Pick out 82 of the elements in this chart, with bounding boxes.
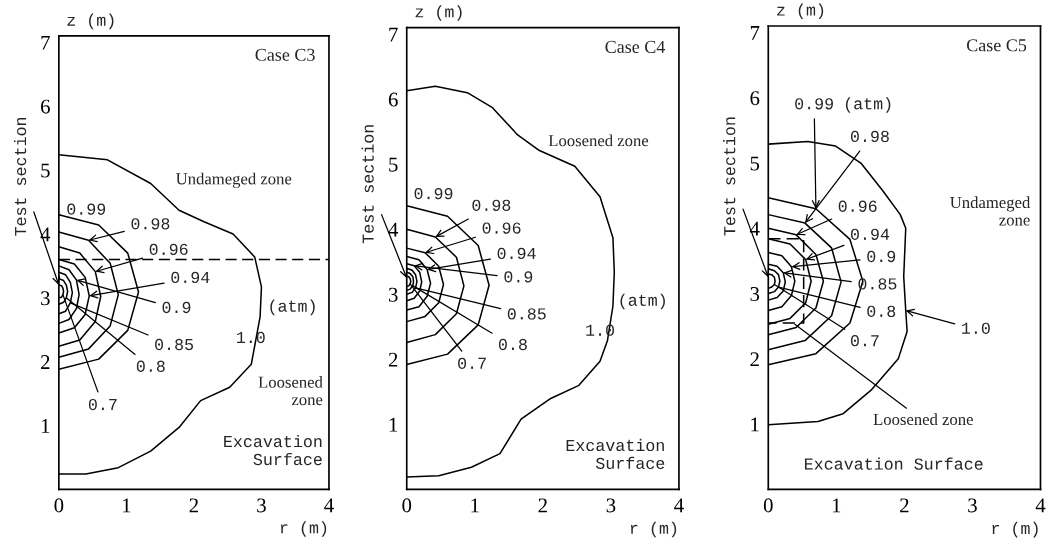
x-tick-label: 4 bbox=[324, 498, 334, 513]
x-tick-label: 3 bbox=[606, 498, 616, 513]
annotation: Excavation Surface bbox=[804, 457, 983, 470]
x-axis-title: r (m) bbox=[992, 521, 1038, 538]
annotation: 0.7 bbox=[850, 335, 879, 347]
x-tick-label: 1 bbox=[123, 498, 131, 513]
y-tick-label: 2 bbox=[750, 352, 759, 367]
annotation: 0.99 bbox=[795, 98, 833, 110]
text: Case C4 bbox=[605, 40, 666, 53]
annotation: Undameged zone bbox=[950, 196, 1031, 226]
annotation: 0.94 bbox=[850, 228, 890, 240]
y-tick-label: 5 bbox=[750, 156, 760, 171]
y-tick-label: 2 bbox=[41, 355, 50, 369]
x-tick-label: 0 bbox=[54, 498, 64, 513]
annotation: 0.94 bbox=[497, 247, 536, 260]
annotation: 0.96 bbox=[838, 200, 877, 212]
y-tick-label: 1 bbox=[389, 417, 398, 432]
y-tick-label: 4 bbox=[749, 221, 760, 236]
x-tick-label: 4 bbox=[1035, 498, 1046, 513]
y-tick-label: 2 bbox=[388, 352, 398, 367]
y-tick-label: 4 bbox=[388, 222, 399, 237]
x-tick-label: 2 bbox=[538, 498, 547, 513]
x-tick-label: 0 bbox=[402, 498, 412, 513]
y-tick-label: 6 bbox=[388, 92, 398, 107]
annotation: 0.8 bbox=[136, 360, 165, 372]
annotation: 0.7 bbox=[88, 398, 117, 411]
annotation: 0.9 bbox=[867, 250, 896, 263]
annotation: Loosened zone bbox=[548, 134, 649, 147]
annotation: 1.0 bbox=[962, 322, 990, 334]
annotation: Undameged zone bbox=[176, 172, 292, 188]
text: Case C5 bbox=[966, 39, 1027, 52]
annotation: (atm) bbox=[845, 97, 891, 113]
annotation: Excavation Surface bbox=[566, 438, 665, 470]
annotation: 0.85 bbox=[155, 338, 194, 351]
y-tick-label: 5 bbox=[41, 163, 50, 178]
x-tick-label: 2 bbox=[900, 498, 909, 513]
y-tick-label: 7 bbox=[41, 35, 50, 50]
y-axis-title: z (m) bbox=[777, 3, 824, 20]
annotation: 0.8 bbox=[498, 338, 527, 351]
annotation: 0.94 bbox=[171, 271, 210, 284]
annotation: 0.98 bbox=[472, 199, 511, 211]
annotation: 0.8 bbox=[867, 305, 896, 317]
annotation: 0.9 bbox=[504, 271, 533, 283]
y-axis-title: z (m) bbox=[415, 5, 462, 21]
annotation: 0.99 bbox=[67, 203, 106, 215]
y-tick-label: 6 bbox=[750, 91, 760, 106]
x-tick-label: 3 bbox=[968, 498, 977, 513]
x-tick-label: 2 bbox=[189, 498, 198, 513]
x-axis-title: r (m) bbox=[630, 521, 677, 538]
y-tick-label: 3 bbox=[388, 287, 398, 302]
annotation: 0.99 bbox=[414, 187, 453, 200]
x-tick-label: 1 bbox=[832, 498, 841, 513]
annotation: 0.85 bbox=[507, 308, 546, 320]
x-axis-title: r (m) bbox=[280, 521, 327, 537]
y-tick-label: 3 bbox=[750, 287, 760, 302]
y-tick-label: 5 bbox=[389, 157, 398, 172]
annotation: 0.96 bbox=[149, 243, 188, 256]
annotation: Loosened zone bbox=[258, 376, 323, 406]
annotation: (atm) bbox=[620, 293, 665, 310]
annotation: Test section bbox=[361, 125, 374, 244]
annotation: (atm) bbox=[270, 299, 315, 316]
y-tick-label: 6 bbox=[41, 99, 50, 114]
annotation: 0.96 bbox=[482, 222, 521, 234]
y-axis-title: z (m) bbox=[67, 13, 114, 30]
x-tick-label: 3 bbox=[257, 498, 266, 513]
y-tick-label: 3 bbox=[41, 291, 50, 306]
annotation: Loosened zone bbox=[873, 413, 973, 426]
annotation: 0.7 bbox=[458, 357, 486, 370]
annotation: Test section bbox=[723, 117, 736, 236]
text: Case C3 bbox=[255, 48, 315, 61]
y-tick-label: 7 bbox=[750, 26, 760, 40]
annotation: 0.9 bbox=[162, 301, 191, 314]
y-tick-label: 1 bbox=[41, 419, 50, 433]
x-tick-label: 4 bbox=[674, 498, 684, 513]
annotation: 0.98 bbox=[131, 218, 170, 230]
y-tick-label: 7 bbox=[389, 27, 398, 42]
y-tick-label: 1 bbox=[751, 417, 759, 432]
x-tick-label: 1 bbox=[471, 498, 479, 513]
annotation: Test section bbox=[13, 117, 27, 236]
x-tick-label: 0 bbox=[763, 498, 773, 513]
annotation: Excavation Surface bbox=[224, 434, 322, 466]
annotation: 0.98 bbox=[850, 130, 889, 143]
